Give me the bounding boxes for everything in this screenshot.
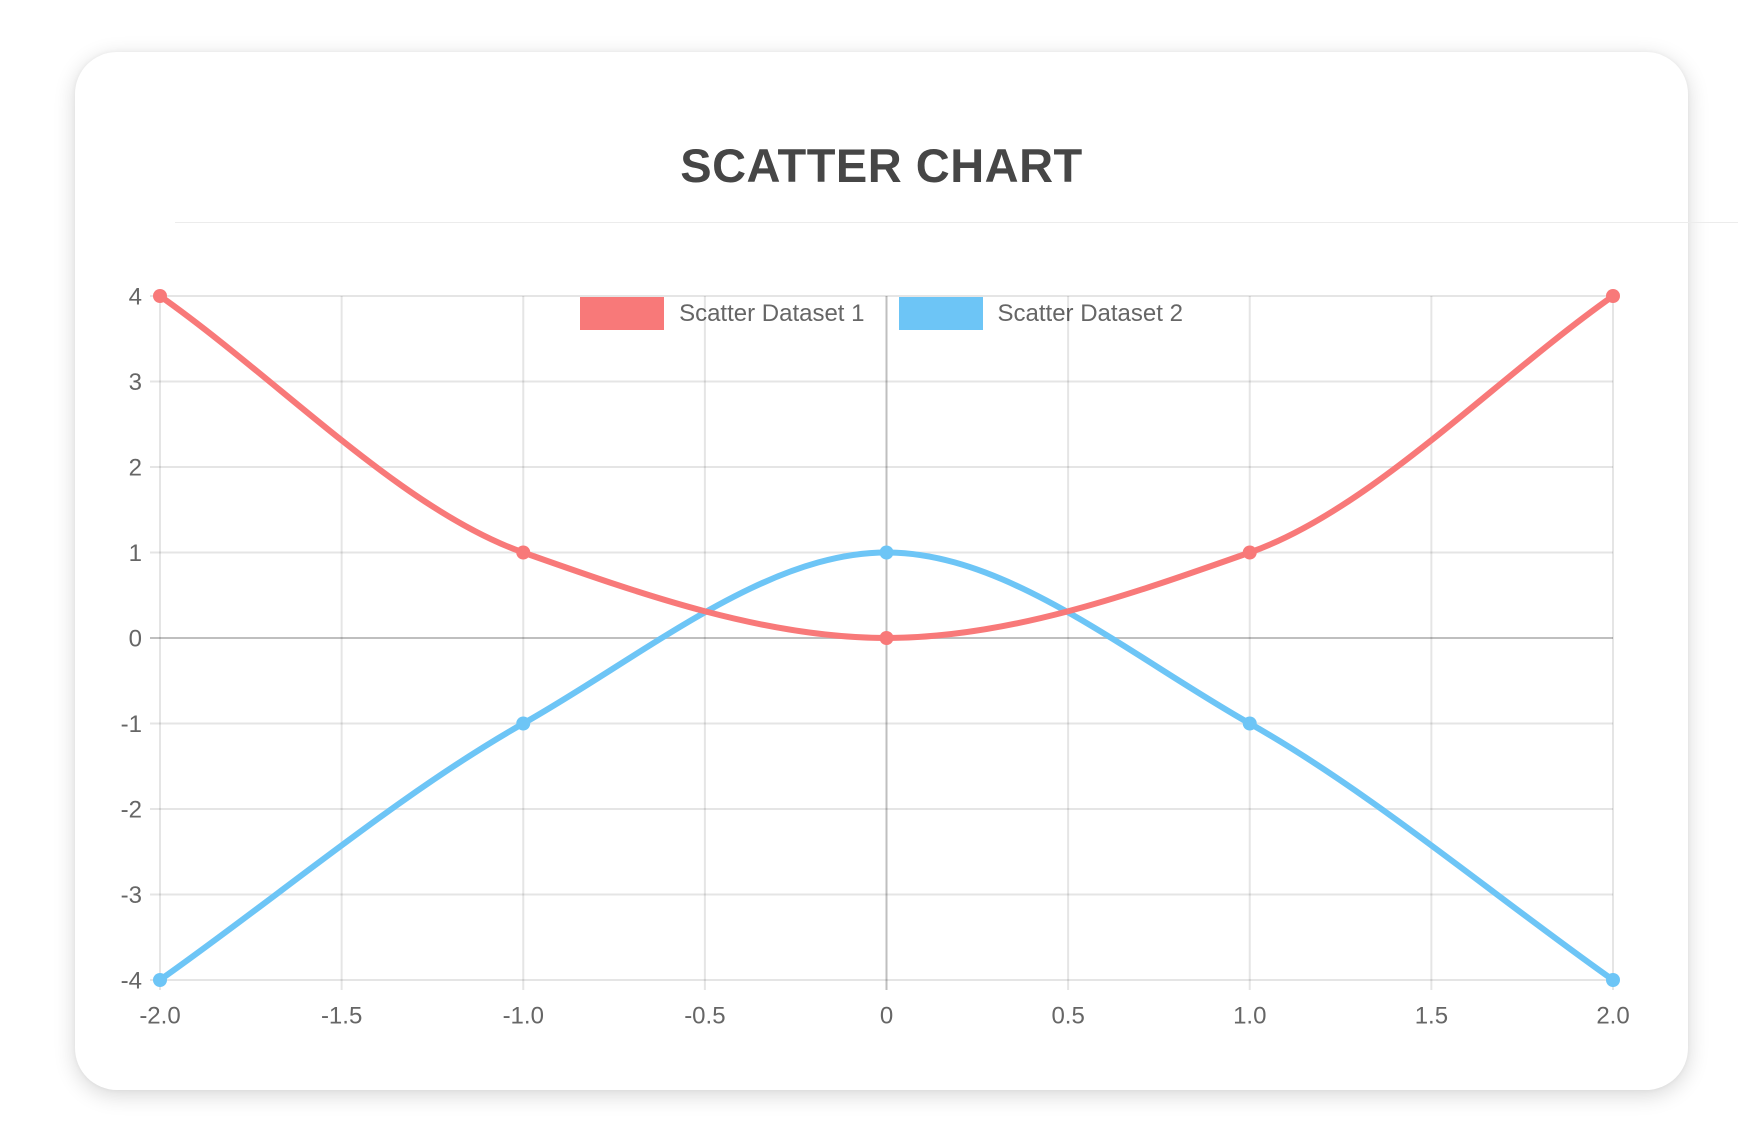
y-tick-label: -2 <box>121 797 142 824</box>
legend-swatch-dataset-1 <box>580 297 665 330</box>
x-tick-label: -2.0 <box>139 1003 180 1030</box>
x-tick-label: 1.5 <box>1415 1003 1448 1030</box>
y-tick-label: 4 <box>129 284 142 311</box>
data-point[interactable] <box>153 289 167 303</box>
legend-label-dataset-2: Scatter Dataset 2 <box>997 299 1183 327</box>
x-tick-label: 1.0 <box>1233 1003 1266 1030</box>
title-divider <box>175 222 1738 223</box>
chart-title: SCATTER CHART <box>680 139 1083 192</box>
y-tick-label: -4 <box>121 968 142 995</box>
data-point[interactable] <box>1242 716 1257 731</box>
y-tick-label: -1 <box>121 711 142 738</box>
data-point[interactable] <box>516 716 531 731</box>
data-point[interactable] <box>1606 973 1620 987</box>
x-tick-label: -1.5 <box>321 1003 362 1030</box>
legend-label-dataset-1: Scatter Dataset 1 <box>679 299 865 327</box>
chart-legend: Scatter Dataset 1 Scatter Dataset 2 <box>75 297 1688 330</box>
y-tick-label: 1 <box>129 540 142 567</box>
y-tick-label: -3 <box>121 882 142 909</box>
legend-swatch-dataset-2 <box>898 297 983 330</box>
data-point[interactable] <box>516 545 531 560</box>
x-tick-label: 0 <box>880 1003 893 1030</box>
x-tick-label: -0.5 <box>684 1003 725 1030</box>
x-tick-label: 2.0 <box>1596 1003 1629 1030</box>
data-point[interactable] <box>879 631 894 645</box>
data-point[interactable] <box>879 545 894 560</box>
chart-card: SCATTER CHART Scatter Dataset 1 Scatter … <box>75 52 1738 1090</box>
y-tick-label: 0 <box>129 626 142 653</box>
data-point[interactable] <box>1242 545 1257 560</box>
y-tick-label: 2 <box>129 455 142 482</box>
data-point[interactable] <box>153 973 167 987</box>
y-tick-label: 3 <box>129 369 142 396</box>
legend-item-dataset-1[interactable]: Scatter Dataset 1 <box>580 297 865 330</box>
data-point[interactable] <box>1606 289 1620 303</box>
x-tick-label: 0.5 <box>1051 1003 1084 1030</box>
legend-item-dataset-2[interactable]: Scatter Dataset 2 <box>898 297 1183 330</box>
x-tick-label: -1.0 <box>503 1003 544 1030</box>
